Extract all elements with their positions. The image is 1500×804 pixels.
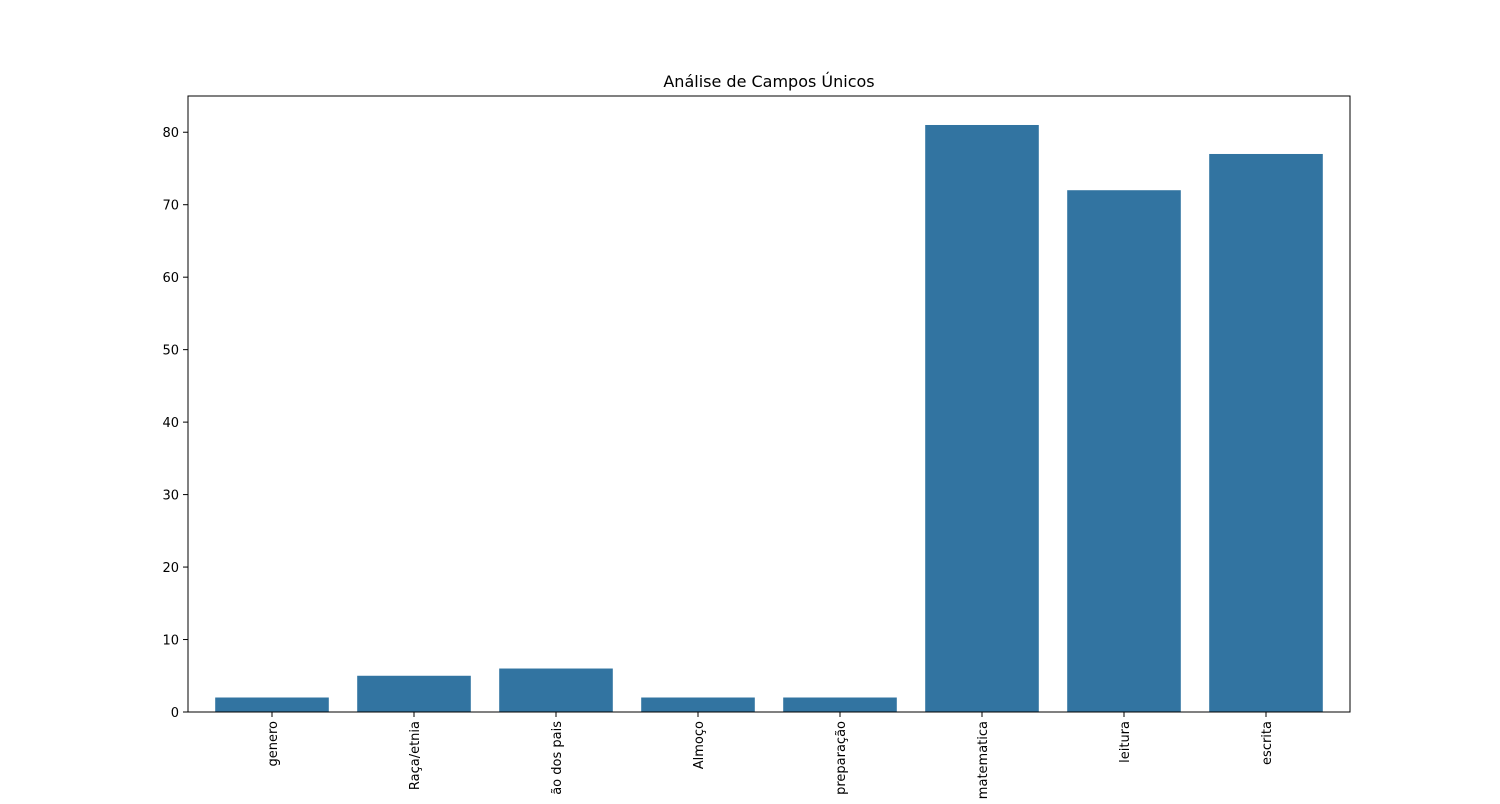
y-tick-label: 20 <box>162 561 179 576</box>
x-tick-label: Raça/etnia <box>408 721 423 790</box>
y-tick-label: 50 <box>162 344 179 359</box>
bar <box>1067 190 1181 712</box>
x-tick-label: leitura <box>1118 721 1133 763</box>
x-tick-label: genero <box>266 721 281 767</box>
y-axis-ticks: 0 10 20 30 40 50 60 70 80 <box>162 126 188 721</box>
y-tick-label: 40 <box>162 416 179 431</box>
x-axis-ticks: genero Raça/etnia ão dos pais Almoço prepara… <box>266 712 1275 799</box>
bar <box>357 675 471 712</box>
bar <box>215 697 329 712</box>
bar <box>925 124 1039 713</box>
x-tick-label: escrita <box>1260 721 1275 765</box>
y-tick-label: 0 <box>171 706 179 721</box>
axes-frame <box>187 95 1351 713</box>
y-tick-label: 30 <box>162 489 179 504</box>
bar <box>641 697 755 712</box>
y-tick-label: 70 <box>162 199 179 214</box>
y-tick-label: 10 <box>162 634 179 649</box>
x-tick-label: preparação <box>834 721 849 795</box>
x-tick-label: matematica <box>976 721 991 799</box>
bar <box>499 668 613 712</box>
chart-title: Análise de Campos Únicos <box>663 72 874 91</box>
bar <box>1209 153 1323 713</box>
x-tick-label: Almoço <box>692 721 707 769</box>
y-tick-label: 80 <box>162 126 179 141</box>
bar-series <box>215 124 1323 713</box>
bar <box>783 697 897 712</box>
x-tick-label: ão dos pais <box>550 721 565 795</box>
y-tick-label: 60 <box>162 271 179 286</box>
